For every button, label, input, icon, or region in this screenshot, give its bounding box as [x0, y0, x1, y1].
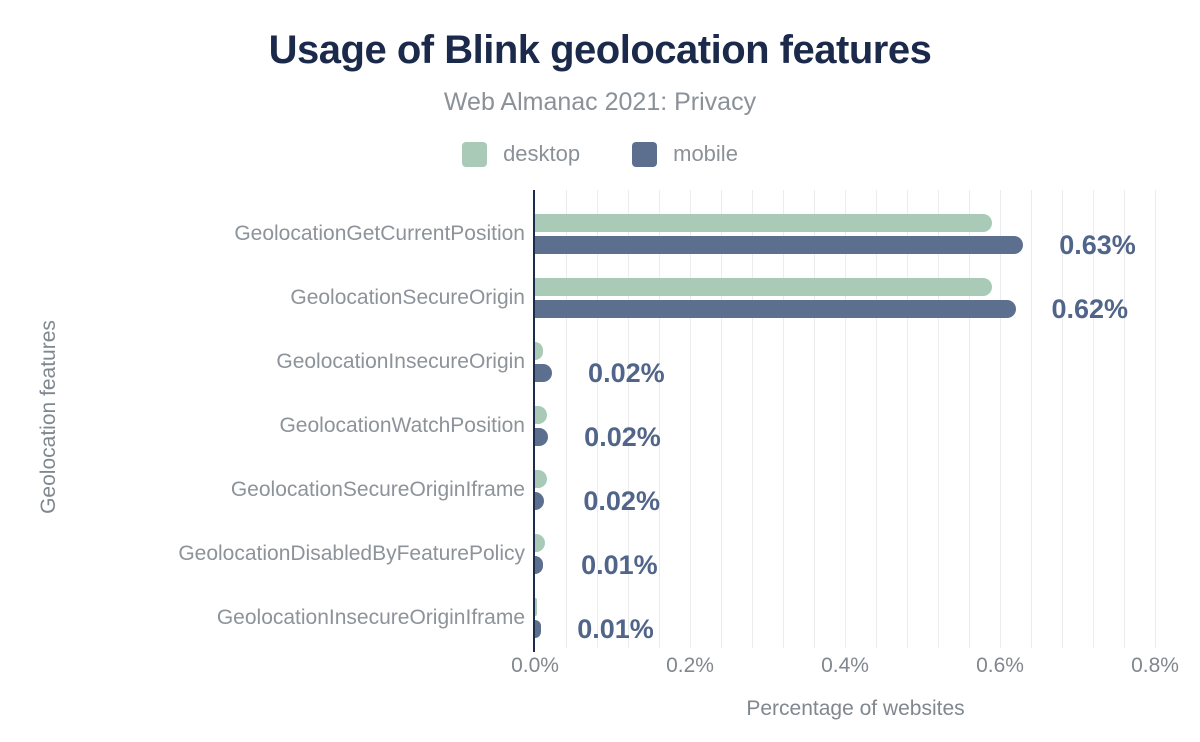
x-tick-label: 0.8%: [1131, 654, 1179, 677]
gridline: [907, 190, 908, 648]
gridline: [1155, 190, 1156, 648]
bar-mobile: [535, 428, 549, 446]
category-label: GeolocationDisabledByFeaturePolicy: [178, 542, 525, 565]
gridline: [969, 190, 970, 648]
chart-title: Usage of Blink geolocation features: [268, 28, 932, 72]
category-label: GeolocationSecureOrigin: [290, 286, 525, 309]
chart-subtitle: Web Almanac 2021: Privacy: [443, 88, 757, 116]
bar-desktop: [535, 598, 537, 616]
bar-desktop: [535, 342, 543, 360]
bar-desktop: [535, 406, 547, 424]
bar-desktop: [535, 278, 993, 296]
gridline: [876, 190, 877, 648]
legend-label-mobile: mobile: [673, 141, 738, 166]
x-tick-label: 0.2%: [666, 654, 714, 677]
gridline: [721, 190, 722, 648]
value-annotation: 0.01%: [581, 550, 658, 580]
category-label: GeolocationSecureOriginIframe: [230, 478, 525, 501]
bar-mobile: [535, 236, 1024, 254]
gridline: [814, 190, 815, 648]
value-annotation: 0.02%: [588, 358, 665, 388]
gridline: [783, 190, 784, 648]
category-label: GeolocationWatchPosition: [279, 414, 525, 437]
value-annotation: 0.02%: [584, 422, 661, 452]
category-label: GeolocationInsecureOriginIframe: [216, 606, 525, 629]
value-annotation: 0.63%: [1059, 230, 1136, 260]
gridline: [597, 190, 598, 648]
bar-mobile: [535, 364, 553, 382]
gridline: [1000, 190, 1001, 648]
y-axis-title: Geolocation features: [37, 320, 60, 514]
bar-mobile: [535, 300, 1016, 318]
gridline: [1062, 190, 1063, 648]
gridline: [938, 190, 939, 648]
gridline: [845, 190, 846, 648]
bar-mobile: [535, 620, 542, 638]
x-tick-label: 0.0%: [511, 654, 559, 677]
gridline: [690, 190, 691, 648]
bar-desktop: [535, 534, 546, 552]
legend-item-desktop: desktop: [462, 141, 580, 167]
legend-swatch-mobile-icon: [632, 141, 658, 167]
gridline: [752, 190, 753, 648]
x-tick-label: 0.6%: [976, 654, 1024, 677]
value-annotation: 0.01%: [577, 614, 654, 644]
gridline: [628, 190, 629, 648]
bar-desktop: [535, 470, 548, 488]
gridline: [659, 190, 660, 648]
legend-swatch-desktop-icon: [462, 141, 488, 167]
value-annotation: 0.62%: [1051, 294, 1129, 324]
legend-item-mobile: mobile: [632, 141, 738, 167]
value-annotation: 0.02%: [583, 486, 660, 516]
bar-mobile: [535, 492, 544, 510]
bar-desktop: [535, 214, 993, 232]
legend: desktop mobile: [0, 140, 1200, 168]
gridline: [1093, 190, 1094, 648]
category-label: GeolocationInsecureOrigin: [276, 350, 525, 373]
category-label: GeolocationGetCurrentPosition: [234, 222, 525, 245]
gridline: [566, 190, 567, 648]
gridline: [1031, 190, 1032, 648]
x-tick-label: 0.4%: [821, 654, 869, 677]
legend-label-desktop: desktop: [503, 141, 581, 166]
x-axis-title: Percentage of websites: [746, 697, 965, 720]
y-axis-line: [533, 190, 535, 652]
bar-mobile: [535, 556, 543, 574]
gridline: [1124, 190, 1125, 648]
